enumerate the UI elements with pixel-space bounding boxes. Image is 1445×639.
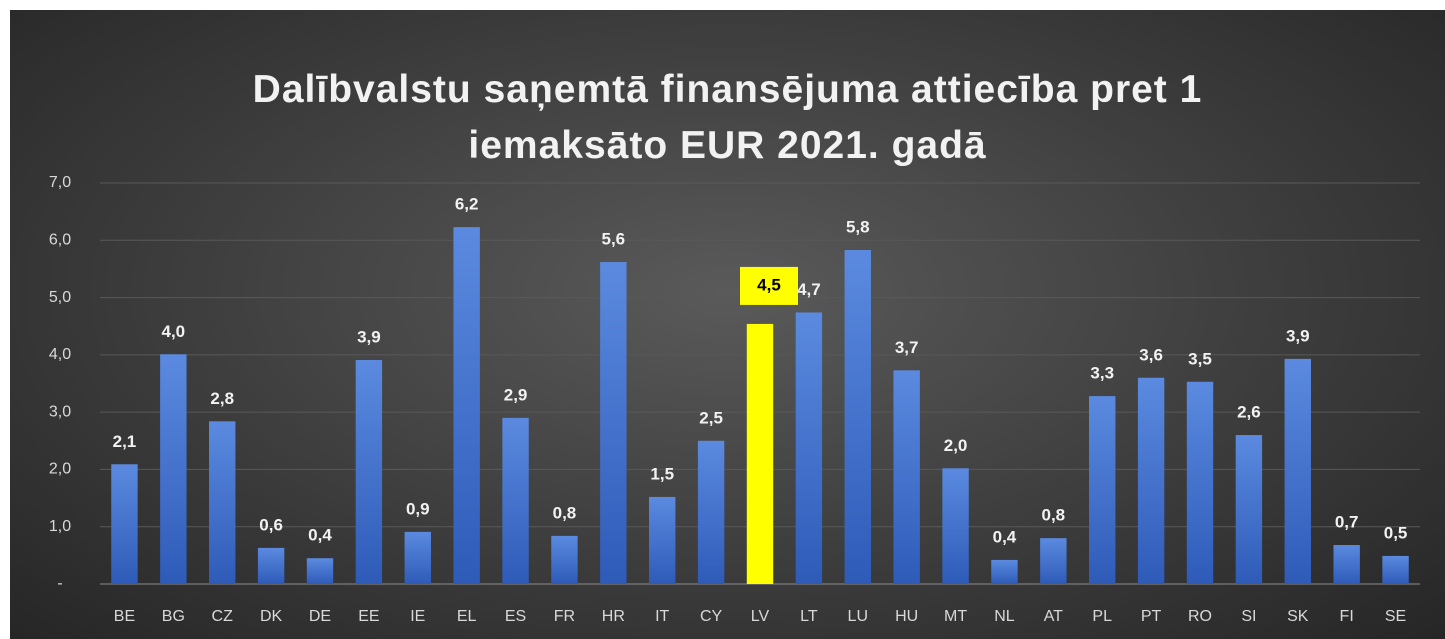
y-tick-label: 7,0 (49, 174, 71, 191)
bar (111, 464, 138, 584)
bar (209, 421, 236, 584)
x-tick-label: RO (1188, 608, 1212, 625)
data-label: 5,6 (602, 230, 626, 249)
bar (1382, 555, 1409, 584)
bar (1284, 358, 1311, 584)
data-label: 6,2 (455, 195, 479, 214)
x-tick-label: FR (554, 608, 575, 625)
chart-title: Dalībvalstu saņemtā finansējuma attiecīb… (252, 68, 1203, 167)
data-label: 3,6 (1139, 345, 1163, 364)
bar (502, 417, 529, 584)
y-tick-label: 4,0 (49, 346, 71, 363)
x-tick-label: IT (655, 608, 669, 625)
x-tick-label: BG (162, 608, 185, 625)
x-tick-label: DE (309, 608, 331, 625)
y-tick-label: 2,0 (49, 461, 71, 478)
x-tick-label: CY (700, 608, 723, 625)
chart: - 1,0 2,0 3,0 4,0 5,0 6,0 7,0 BE 2,1 BG 4,0 CZ 2,8 DK 0… (49, 174, 1420, 625)
data-label: 2,6 (1237, 403, 1261, 422)
data-label: 2,1 (113, 432, 137, 451)
data-label: 0,5 (1384, 523, 1408, 542)
data-label-box (740, 266, 798, 305)
x-tick-label: HR (602, 608, 625, 625)
x-tick-label: CZ (212, 608, 234, 625)
x-tick-label: SE (1385, 608, 1406, 625)
x-tick-label: PT (1141, 608, 1162, 625)
bar (404, 531, 431, 584)
bar (306, 558, 334, 584)
bar (697, 440, 725, 584)
data-label: 4,7 (797, 280, 821, 299)
bar (1089, 396, 1116, 584)
x-tick-label: IE (410, 608, 425, 625)
data-label: 0,4 (308, 526, 332, 545)
data-label: 0,9 (406, 499, 430, 518)
x-tick-label: AT (1044, 608, 1063, 625)
data-label: 0,4 (993, 527, 1017, 546)
x-tick-label: LU (848, 608, 868, 625)
x-tick-label: NL (994, 608, 1015, 625)
data-label: 4,0 (162, 322, 186, 341)
data-label: 3,9 (1286, 326, 1310, 345)
x-tick-label: DK (260, 608, 283, 625)
x-tick-label: SI (1241, 608, 1256, 625)
x-tick-label: FI (1340, 608, 1354, 625)
bar (160, 354, 187, 584)
x-tick-label: MT (944, 608, 967, 625)
bar (649, 496, 676, 584)
data-label: 1,5 (650, 464, 674, 483)
bar (1137, 377, 1165, 584)
data-label: 0,8 (553, 503, 577, 522)
bar (1186, 381, 1214, 584)
x-tick-label: EL (457, 608, 477, 625)
x-tick-label: HU (895, 608, 918, 625)
chart-area: - 1,0 2,0 3,0 4,0 5,0 6,0 7,0 BE 2,1 BG 4,0 CZ 2,8 DK 0… (10, 10, 1445, 639)
bar (991, 559, 1018, 584)
x-tick-label: LT (800, 608, 818, 625)
bar (355, 360, 383, 584)
bar (942, 468, 969, 584)
bar (551, 535, 578, 584)
x-tick-label: ES (505, 608, 526, 625)
bar (893, 370, 920, 584)
data-label: 3,3 (1090, 364, 1114, 383)
y-tick-label: 3,0 (49, 403, 71, 420)
data-label: 2,0 (944, 436, 968, 455)
y-tick-label: 1,0 (49, 518, 71, 535)
bar (746, 323, 774, 584)
x-tick-label: SK (1287, 608, 1309, 625)
data-label: 4,5 (757, 275, 781, 294)
data-label: 2,5 (699, 408, 723, 427)
bar (257, 547, 285, 584)
x-tick-label: LV (751, 608, 770, 625)
x-tick-label: BE (114, 608, 135, 625)
bar (600, 262, 627, 584)
bar (1040, 538, 1067, 584)
data-label: 0,6 (259, 515, 283, 534)
data-label: 2,8 (210, 389, 234, 408)
data-label: 3,9 (357, 327, 381, 346)
y-tick-label: 5,0 (49, 289, 71, 306)
data-label: 3,7 (895, 338, 919, 357)
data-label: 5,8 (846, 218, 870, 237)
bar (844, 250, 871, 584)
bar (795, 312, 823, 584)
y-tick-label: 6,0 (49, 232, 71, 249)
data-label: 0,8 (1042, 506, 1066, 525)
x-tick-label: PL (1092, 608, 1112, 625)
x-tick-label: EE (358, 608, 379, 625)
data-label: 0,7 (1335, 513, 1359, 532)
bar (1235, 435, 1263, 584)
bar (453, 227, 480, 585)
y-tick-label: - (57, 575, 62, 592)
data-label: 3,5 (1188, 349, 1212, 368)
data-label: 2,9 (504, 385, 528, 404)
bar (1333, 545, 1360, 584)
